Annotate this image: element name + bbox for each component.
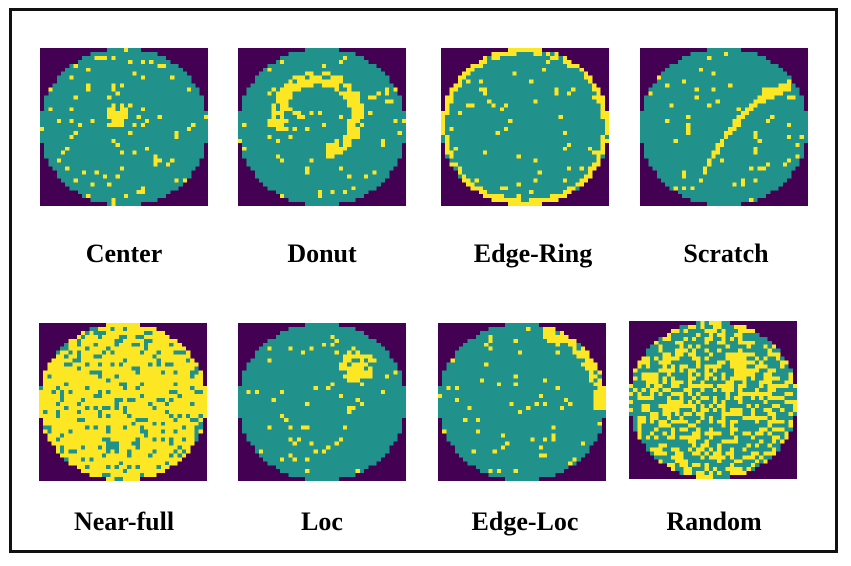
wafer-label-center: Center bbox=[85, 239, 163, 268]
wafer-label-edge-ring: Edge-Ring bbox=[473, 239, 593, 268]
wafer-label-edge-loc: Edge-Loc bbox=[471, 507, 579, 536]
wafer-map-edge-loc bbox=[438, 323, 606, 481]
wafer-label-random: Random bbox=[666, 507, 762, 536]
figure-frame: Center Donut Edge-Ring Scratch Near-full… bbox=[9, 8, 838, 553]
wafer-map-center bbox=[40, 48, 208, 206]
wafer-label-near-full: Near-full bbox=[73, 507, 175, 536]
wafer-map-near-full bbox=[39, 323, 207, 481]
wafer-label-loc: Loc bbox=[301, 507, 343, 536]
wafer-map-donut bbox=[238, 48, 406, 206]
wafer-map-edge-ring bbox=[441, 48, 609, 206]
wafer-map-loc bbox=[238, 323, 406, 481]
wafer-label-scratch: Scratch bbox=[683, 239, 769, 268]
wafer-map-scratch bbox=[640, 48, 808, 206]
wafer-map-random bbox=[629, 321, 797, 479]
wafer-label-donut: Donut bbox=[287, 239, 357, 268]
